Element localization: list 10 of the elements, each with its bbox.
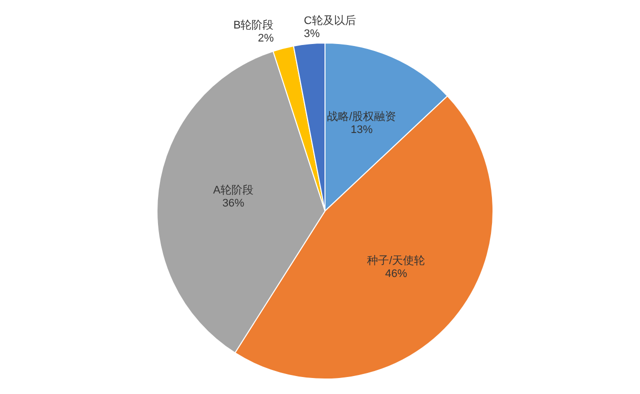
- slice-label: C轮及以后: [304, 14, 356, 27]
- data-label: 13%: [350, 124, 373, 136]
- data-label: 46%: [385, 268, 408, 280]
- slice-label: 战略/股权融资: [327, 111, 396, 124]
- data-label: 2%: [258, 32, 274, 45]
- data-label: 3%: [304, 28, 320, 40]
- slice-label: A轮阶段: [213, 184, 254, 196]
- slice-label: B轮阶段: [233, 20, 274, 32]
- slice-label: 种子/天使轮: [367, 254, 426, 267]
- data-label: 36%: [222, 197, 245, 210]
